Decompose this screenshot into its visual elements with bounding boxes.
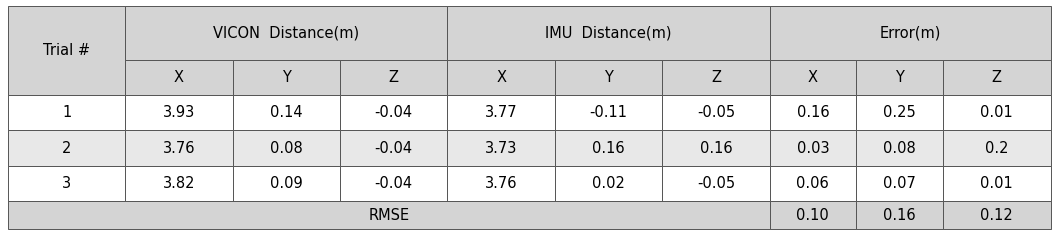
Text: 0.16: 0.16 xyxy=(592,141,625,156)
Bar xyxy=(8,166,125,201)
Text: 0.14: 0.14 xyxy=(270,105,303,120)
Text: 2: 2 xyxy=(62,141,71,156)
Text: 0.12: 0.12 xyxy=(981,208,1013,223)
Bar xyxy=(662,95,770,130)
Bar xyxy=(770,130,856,166)
Text: -0.04: -0.04 xyxy=(375,176,413,191)
Text: RMSE: RMSE xyxy=(369,208,410,223)
Text: Error(m): Error(m) xyxy=(880,25,941,40)
Bar xyxy=(856,130,943,166)
Text: -0.11: -0.11 xyxy=(590,105,628,120)
Text: 0.25: 0.25 xyxy=(883,105,916,120)
Bar xyxy=(448,60,555,95)
Bar xyxy=(340,130,448,166)
Text: 0.01: 0.01 xyxy=(981,176,1013,191)
Bar xyxy=(125,60,233,95)
Bar xyxy=(943,166,1051,201)
Text: 0.02: 0.02 xyxy=(592,176,625,191)
Text: 1: 1 xyxy=(62,105,71,120)
Text: X: X xyxy=(808,70,818,85)
Text: 0.16: 0.16 xyxy=(883,208,916,223)
Bar xyxy=(340,60,448,95)
Bar xyxy=(943,130,1051,166)
Text: Y: Y xyxy=(895,70,903,85)
Text: 0.10: 0.10 xyxy=(796,208,829,223)
Bar xyxy=(770,166,856,201)
Bar xyxy=(662,130,770,166)
Bar xyxy=(555,95,662,130)
Bar xyxy=(770,95,856,130)
Bar xyxy=(8,95,125,130)
Bar xyxy=(233,95,340,130)
Text: 3.77: 3.77 xyxy=(485,105,518,120)
Bar xyxy=(662,60,770,95)
Bar xyxy=(448,95,555,130)
Text: Z: Z xyxy=(389,70,399,85)
Text: 0.01: 0.01 xyxy=(981,105,1013,120)
Text: 3: 3 xyxy=(62,176,71,191)
Bar xyxy=(125,130,233,166)
Bar xyxy=(856,166,943,201)
Bar xyxy=(340,166,448,201)
Bar xyxy=(125,95,233,130)
Text: IMU  Distance(m): IMU Distance(m) xyxy=(545,25,671,40)
Bar xyxy=(555,60,662,95)
Text: X: X xyxy=(174,70,184,85)
Bar xyxy=(8,130,125,166)
Text: 0.16: 0.16 xyxy=(796,105,829,120)
Text: 3.76: 3.76 xyxy=(485,176,518,191)
Text: 3.82: 3.82 xyxy=(163,176,195,191)
Bar xyxy=(856,95,943,130)
Text: 3.93: 3.93 xyxy=(163,105,195,120)
Bar xyxy=(233,130,340,166)
Bar xyxy=(448,166,555,201)
Text: 0.08: 0.08 xyxy=(883,141,916,156)
Text: Z: Z xyxy=(711,70,721,85)
Text: 0.09: 0.09 xyxy=(270,176,303,191)
Bar xyxy=(555,130,662,166)
Bar xyxy=(125,6,448,60)
Bar xyxy=(943,60,1051,95)
Bar xyxy=(8,201,770,229)
Bar xyxy=(8,6,125,95)
Text: 0.06: 0.06 xyxy=(796,176,829,191)
Bar xyxy=(856,201,943,229)
Text: 0.07: 0.07 xyxy=(883,176,916,191)
Text: -0.04: -0.04 xyxy=(375,141,413,156)
Text: Trial #: Trial # xyxy=(43,43,90,58)
Text: 0.08: 0.08 xyxy=(270,141,303,156)
Bar xyxy=(340,95,448,130)
Text: X: X xyxy=(497,70,506,85)
Text: -0.05: -0.05 xyxy=(697,176,735,191)
Bar xyxy=(770,60,856,95)
Text: Y: Y xyxy=(604,70,613,85)
Bar xyxy=(856,60,943,95)
Bar xyxy=(233,60,340,95)
Text: 0.2: 0.2 xyxy=(985,141,1008,156)
Bar xyxy=(943,95,1051,130)
Text: 3.76: 3.76 xyxy=(163,141,195,156)
Text: -0.04: -0.04 xyxy=(375,105,413,120)
Text: VICON  Distance(m): VICON Distance(m) xyxy=(213,25,359,40)
Text: Z: Z xyxy=(992,70,1002,85)
Text: -0.05: -0.05 xyxy=(697,105,735,120)
Text: 0.16: 0.16 xyxy=(700,141,732,156)
Text: 0.03: 0.03 xyxy=(796,141,829,156)
Bar xyxy=(555,166,662,201)
Bar xyxy=(448,130,555,166)
Text: 3.73: 3.73 xyxy=(485,141,518,156)
Bar xyxy=(125,166,233,201)
Text: Y: Y xyxy=(282,70,291,85)
Bar xyxy=(233,166,340,201)
Bar xyxy=(448,6,770,60)
Bar xyxy=(662,166,770,201)
Bar xyxy=(770,6,1051,60)
Bar xyxy=(770,201,856,229)
Bar xyxy=(943,201,1051,229)
